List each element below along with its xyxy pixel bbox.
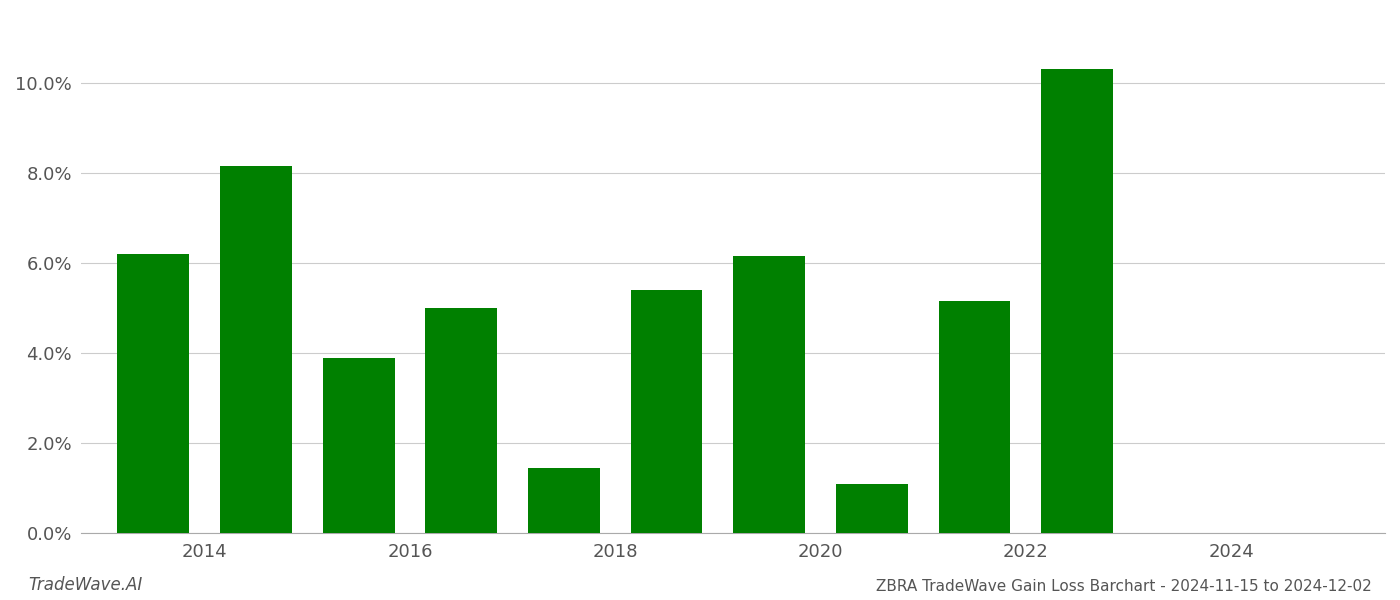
Bar: [426, 308, 497, 533]
Bar: [836, 484, 907, 533]
Bar: [734, 256, 805, 533]
Bar: [322, 358, 395, 533]
Bar: [528, 468, 599, 533]
Bar: [1042, 69, 1113, 533]
Bar: [118, 254, 189, 533]
Bar: [630, 290, 703, 533]
Text: ZBRA TradeWave Gain Loss Barchart - 2024-11-15 to 2024-12-02: ZBRA TradeWave Gain Loss Barchart - 2024…: [876, 579, 1372, 594]
Bar: [220, 166, 291, 533]
Text: TradeWave.AI: TradeWave.AI: [28, 576, 143, 594]
Bar: [938, 301, 1011, 533]
